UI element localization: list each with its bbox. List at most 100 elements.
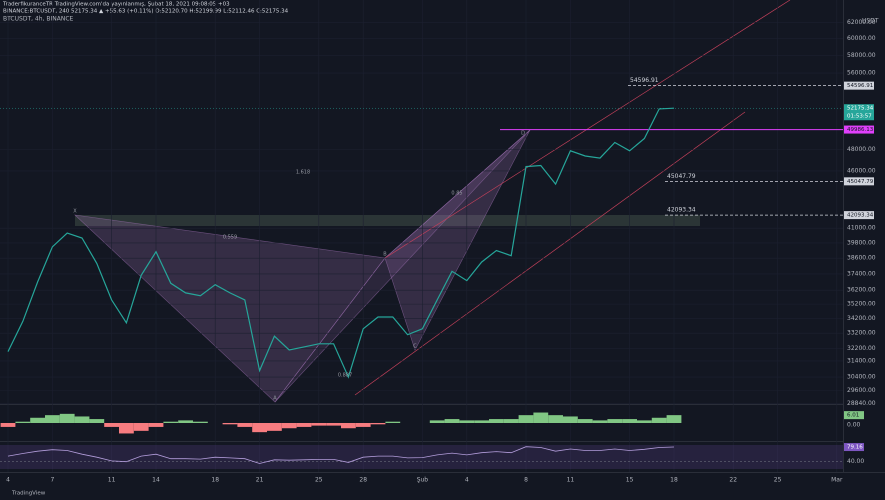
oscillator-bar xyxy=(133,423,149,431)
channel-lower xyxy=(354,111,746,396)
annotation: X xyxy=(73,209,77,215)
price-tag xyxy=(844,81,874,90)
countdown: 01:53:57 xyxy=(847,114,872,120)
annotation: D xyxy=(521,131,525,137)
oscillator-bar xyxy=(74,416,90,423)
oscillator-bar xyxy=(30,417,45,423)
oscillator-bar xyxy=(577,419,593,423)
x-tick-label: 8 xyxy=(524,477,528,484)
x-tick-label: 11 xyxy=(567,477,575,484)
value-tag xyxy=(844,443,864,452)
x-tick-label: 11 xyxy=(108,477,116,484)
oscillator-bar xyxy=(296,423,312,427)
annotation: C xyxy=(413,344,417,350)
value-tag xyxy=(844,411,864,420)
y-tick-label: 39800.00 xyxy=(847,239,876,246)
oscillator-bar xyxy=(281,423,297,429)
annotation: 0.85 xyxy=(451,191,462,197)
price-tag-label: 49986.13 xyxy=(847,127,874,133)
y-tick-label: 31400.00 xyxy=(847,357,876,364)
rsi-band xyxy=(0,445,843,469)
oscillator-bar xyxy=(429,420,445,423)
channel-upper xyxy=(384,0,791,259)
oscillator-bar xyxy=(178,420,193,423)
oscillator-bar xyxy=(563,416,578,423)
zone xyxy=(75,215,700,226)
oscillator-bar xyxy=(474,420,489,423)
y-tick-label: 28840.00 xyxy=(847,400,876,407)
oscillator-bar xyxy=(15,421,31,423)
annotation: 0.887 xyxy=(338,373,352,379)
oscillator-bar xyxy=(370,423,386,425)
oscillator-bar xyxy=(0,423,16,427)
y-tick-label: 33200.00 xyxy=(847,330,876,337)
x-tick-label: Mar xyxy=(831,477,843,484)
footer: TradingView xyxy=(11,491,46,497)
x-tick-label: 14 xyxy=(152,477,160,484)
oscillator-bar xyxy=(89,419,105,423)
y-tick-label: 46000.00 xyxy=(847,167,876,174)
oscillator-bar xyxy=(311,423,327,426)
oscillator-bar xyxy=(444,419,460,423)
last-price-label: 52175.34 xyxy=(847,106,874,112)
annotation: 1.618 xyxy=(296,170,310,176)
oscillator-bar xyxy=(548,415,563,423)
oscillator-bar xyxy=(503,419,519,423)
price-tag xyxy=(844,104,874,121)
oscillator-bar xyxy=(607,419,623,423)
y-tick-label: 38600.00 xyxy=(847,255,876,262)
x-tick-label: 28 xyxy=(359,477,367,484)
price-line xyxy=(7,107,675,379)
y-tick-label: 60000.00 xyxy=(847,35,876,42)
oscillator-bar xyxy=(326,423,341,426)
x-tick-label: 15 xyxy=(626,477,634,484)
oscillator-bar xyxy=(637,420,652,423)
oscillator-bar xyxy=(148,423,164,427)
oscillator-bar xyxy=(237,423,253,427)
x-tick-label: 18 xyxy=(211,477,219,484)
oscillator-bar xyxy=(341,423,356,429)
y-tick-label: 35200.00 xyxy=(847,301,876,308)
price-tag xyxy=(844,125,874,134)
y-tick-label: 41000.00 xyxy=(847,225,876,232)
oscillator-bar xyxy=(622,419,637,423)
y-tick-label: 37400.00 xyxy=(847,270,876,277)
oscillator-bar xyxy=(489,419,504,423)
oscillator-bar xyxy=(59,413,75,423)
x-tick-label: 21 xyxy=(256,477,264,484)
price-tag-label: 54596.91 xyxy=(847,83,873,89)
oscillator-bar xyxy=(252,423,267,433)
price-tag xyxy=(844,211,874,220)
y-tick-label: 40.00 xyxy=(847,458,864,465)
price-tag-label: 45047.79 xyxy=(847,179,874,185)
x-tick-label: 25 xyxy=(315,477,323,484)
y-tick-label: 36200.00 xyxy=(847,287,876,294)
level-label: 42093.34 xyxy=(667,207,696,214)
oscillator-bar xyxy=(163,421,179,423)
x-tick-label: Şub xyxy=(417,477,429,484)
oscillator-last: 6.01 xyxy=(847,413,859,419)
y-tick-label: 48000.00 xyxy=(847,146,876,153)
oscillator-bar xyxy=(193,421,208,423)
annotation: B xyxy=(383,252,387,258)
y-tick-label: 34200.00 xyxy=(847,315,876,322)
y-tick-label: 56000.00 xyxy=(847,70,876,77)
x-tick-label: 4 xyxy=(465,477,469,484)
oscillator-bar xyxy=(459,420,475,423)
oscillator-bar xyxy=(666,415,682,423)
y-tick-label: 30400.00 xyxy=(847,374,876,381)
x-tick-label: 22 xyxy=(729,477,737,484)
annotation: A xyxy=(273,396,277,402)
level-label: 54596.91 xyxy=(630,77,659,84)
oscillator-bar xyxy=(533,412,549,423)
symbol-line: BINANCE:BTCUSDT, 240 52175.34 ▲ +55.63 (… xyxy=(3,9,289,15)
x-tick-label: 25 xyxy=(774,477,782,484)
price-tag xyxy=(844,177,874,186)
y-tick-label: 0.00 xyxy=(847,422,861,429)
oscillator-bar xyxy=(355,423,371,427)
oscillator-bar xyxy=(385,421,401,423)
oscillator-bar xyxy=(651,417,667,423)
rsi-line xyxy=(7,446,675,464)
y-tick-label: 29600.00 xyxy=(847,387,876,394)
